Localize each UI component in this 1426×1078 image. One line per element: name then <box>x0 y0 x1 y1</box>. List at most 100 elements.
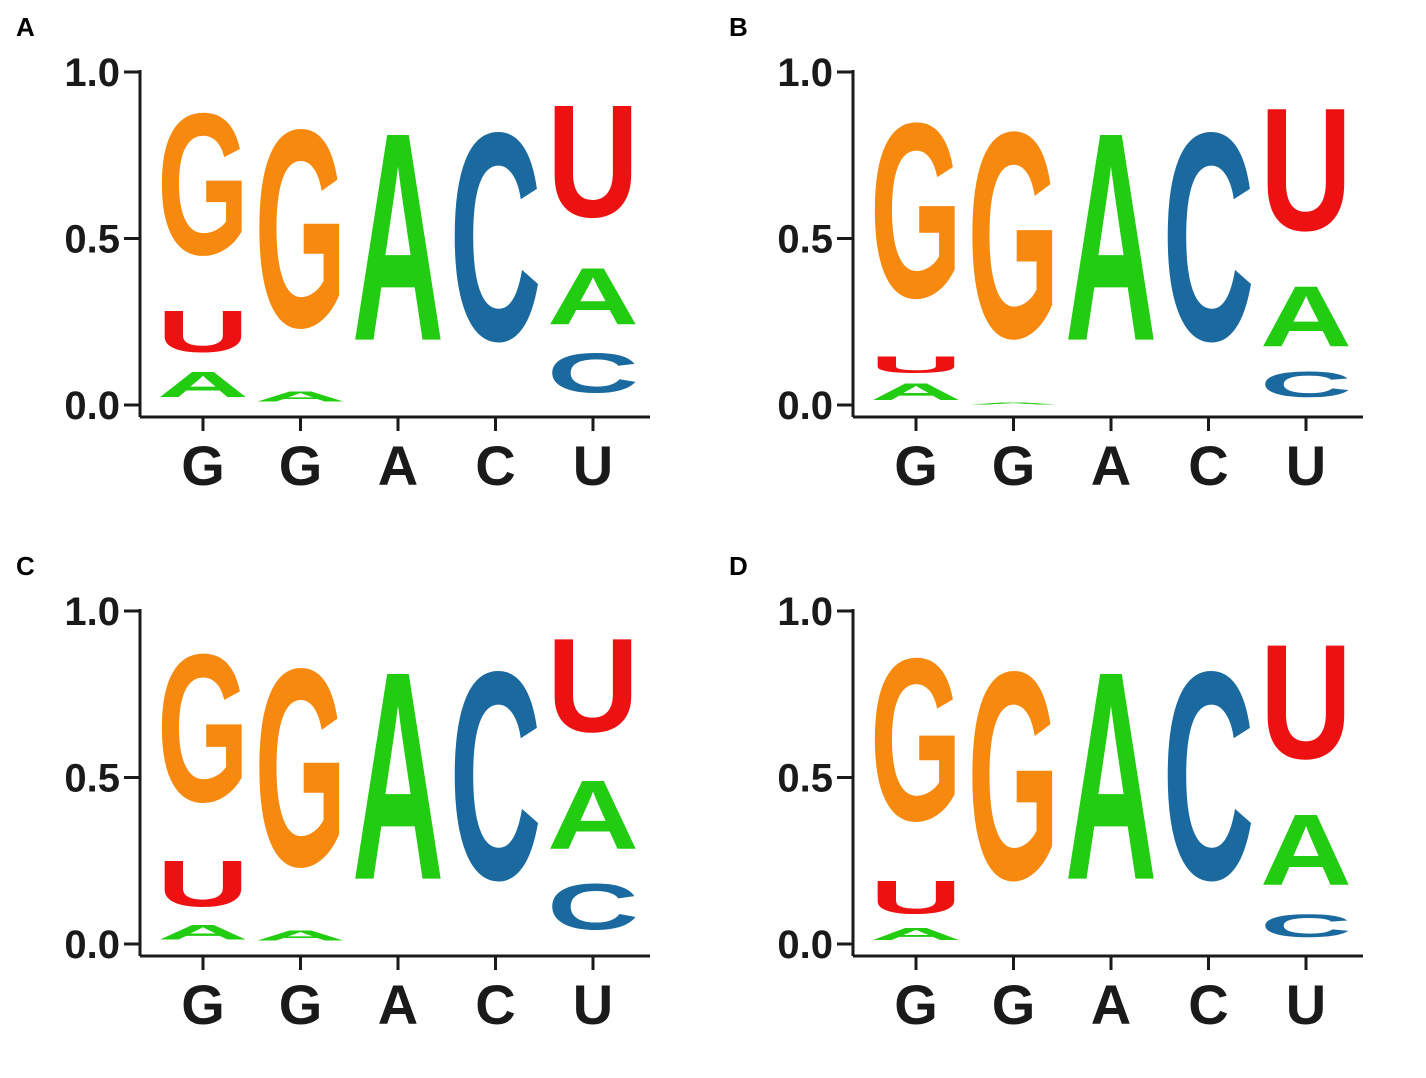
y-tick-label: 1.0 <box>777 590 833 634</box>
logo-panel-c: C 0.0 0.5 1.0 G A U G G A G A A C C U C A U <box>0 539 713 1078</box>
y-tick-label: 1.0 <box>777 51 833 95</box>
svg-text:A: A <box>547 761 639 871</box>
position-label: G <box>894 434 938 497</box>
svg-text:A: A <box>1065 611 1157 942</box>
logo-letter-A: A <box>1260 269 1352 365</box>
logo-panel-b: B 0.0 0.5 1.0 G A U G G A G A A C C U C A U <box>713 0 1426 539</box>
svg-text:A: A <box>157 365 249 405</box>
logo-letter-C: C <box>450 611 542 942</box>
logo-letter-A: A <box>157 921 249 944</box>
logo-letter-U: U <box>870 871 962 924</box>
logo-letter-G: G <box>157 611 249 847</box>
logo-letter-U: U <box>870 352 962 378</box>
svg-text:A: A <box>352 72 444 403</box>
logo-letter-A: A <box>352 611 444 942</box>
logo-letter-A: A <box>547 761 639 871</box>
svg-text:U: U <box>1260 72 1352 268</box>
logo-letter-U: U <box>547 71 639 250</box>
panel-label: C <box>16 551 35 581</box>
svg-text:C: C <box>547 342 639 405</box>
logo-letter-C: C <box>547 342 639 405</box>
y-tick-label: 1.0 <box>64 51 120 95</box>
svg-text:A: A <box>870 924 962 944</box>
position-label: G <box>992 434 1036 497</box>
logo-letter-G: G <box>968 71 1060 400</box>
logo-letter-G: G <box>870 611 962 871</box>
svg-text:C: C <box>1163 72 1255 403</box>
panel-label: B <box>729 12 748 42</box>
logo-letter-A: A <box>1065 611 1157 942</box>
position-label: A <box>1091 434 1131 497</box>
svg-text:G: G <box>968 609 1060 941</box>
svg-text:A: A <box>352 611 444 942</box>
position-label: A <box>1091 973 1131 1036</box>
panel-label: A <box>16 12 35 42</box>
logo-letter-A: A <box>968 402 1060 405</box>
panel-label: D <box>729 551 748 581</box>
logo-letter-U: U <box>1260 611 1352 794</box>
y-tick-label: 0.5 <box>64 757 120 801</box>
svg-text:U: U <box>157 299 249 365</box>
svg-text:C: C <box>1260 365 1352 405</box>
svg-text:U: U <box>870 871 962 924</box>
y-tick-label: 0.0 <box>64 923 120 967</box>
svg-text:U: U <box>870 352 962 378</box>
position-label: G <box>894 973 938 1036</box>
logo-letter-A: A <box>255 927 347 944</box>
position-label: C <box>1188 973 1228 1036</box>
svg-text:A: A <box>255 388 347 405</box>
position-label: U <box>1286 434 1326 497</box>
logo-letter-G: G <box>255 71 347 387</box>
logo-letter-G: G <box>157 72 249 298</box>
position-label: U <box>573 434 613 497</box>
svg-text:U: U <box>157 848 249 921</box>
y-tick-label: 0.0 <box>777 384 833 428</box>
logo-letter-A: A <box>255 388 347 405</box>
svg-text:U: U <box>1260 611 1352 794</box>
logo-panel-d: D 0.0 0.5 1.0 G A U G G G A A C C U C A U <box>713 539 1426 1078</box>
logo-letter-U: U <box>157 848 249 921</box>
logo-letter-A: A <box>352 72 444 403</box>
svg-text:G: G <box>255 71 347 387</box>
svg-text:G: G <box>968 71 1060 400</box>
logo-letter-G: G <box>255 610 347 926</box>
logo-letter-C: C <box>450 72 542 403</box>
position-label: G <box>992 973 1036 1036</box>
svg-text:U: U <box>547 71 639 250</box>
position-label: G <box>279 973 323 1036</box>
position-label: U <box>1286 973 1326 1036</box>
logo-letter-U: U <box>157 299 249 365</box>
y-tick-label: 0.5 <box>64 218 120 262</box>
logo-letter-A: A <box>870 924 962 944</box>
svg-text:C: C <box>1163 611 1255 942</box>
position-label: C <box>1188 434 1228 497</box>
logo-letter-C: C <box>1260 365 1352 405</box>
svg-text:A: A <box>1260 269 1352 365</box>
logo-letter-U: U <box>547 611 639 761</box>
y-tick-label: 0.0 <box>777 923 833 967</box>
svg-text:G: G <box>870 611 962 871</box>
logo-letter-G: G <box>968 609 1060 941</box>
svg-text:G: G <box>157 611 249 847</box>
svg-text:A: A <box>870 378 962 404</box>
svg-text:C: C <box>450 611 542 942</box>
logo-letter-C: C <box>1260 907 1352 944</box>
logo-letter-A: A <box>1065 72 1157 403</box>
y-tick-label: 0.5 <box>777 218 833 262</box>
svg-text:A: A <box>1260 795 1352 908</box>
logo-panel-a: A 0.0 0.5 1.0 G A U G G A G A A C C U C A U <box>0 0 713 539</box>
svg-text:G: G <box>255 610 347 926</box>
svg-text:G: G <box>157 72 249 298</box>
y-tick-label: 1.0 <box>64 590 120 634</box>
logo-letter-A: A <box>157 365 249 405</box>
svg-text:A: A <box>157 921 249 944</box>
svg-text:C: C <box>450 72 542 403</box>
svg-text:A: A <box>968 402 1060 405</box>
position-label: A <box>378 434 418 497</box>
logo-letter-A: A <box>1260 795 1352 908</box>
position-label: U <box>573 973 613 1036</box>
